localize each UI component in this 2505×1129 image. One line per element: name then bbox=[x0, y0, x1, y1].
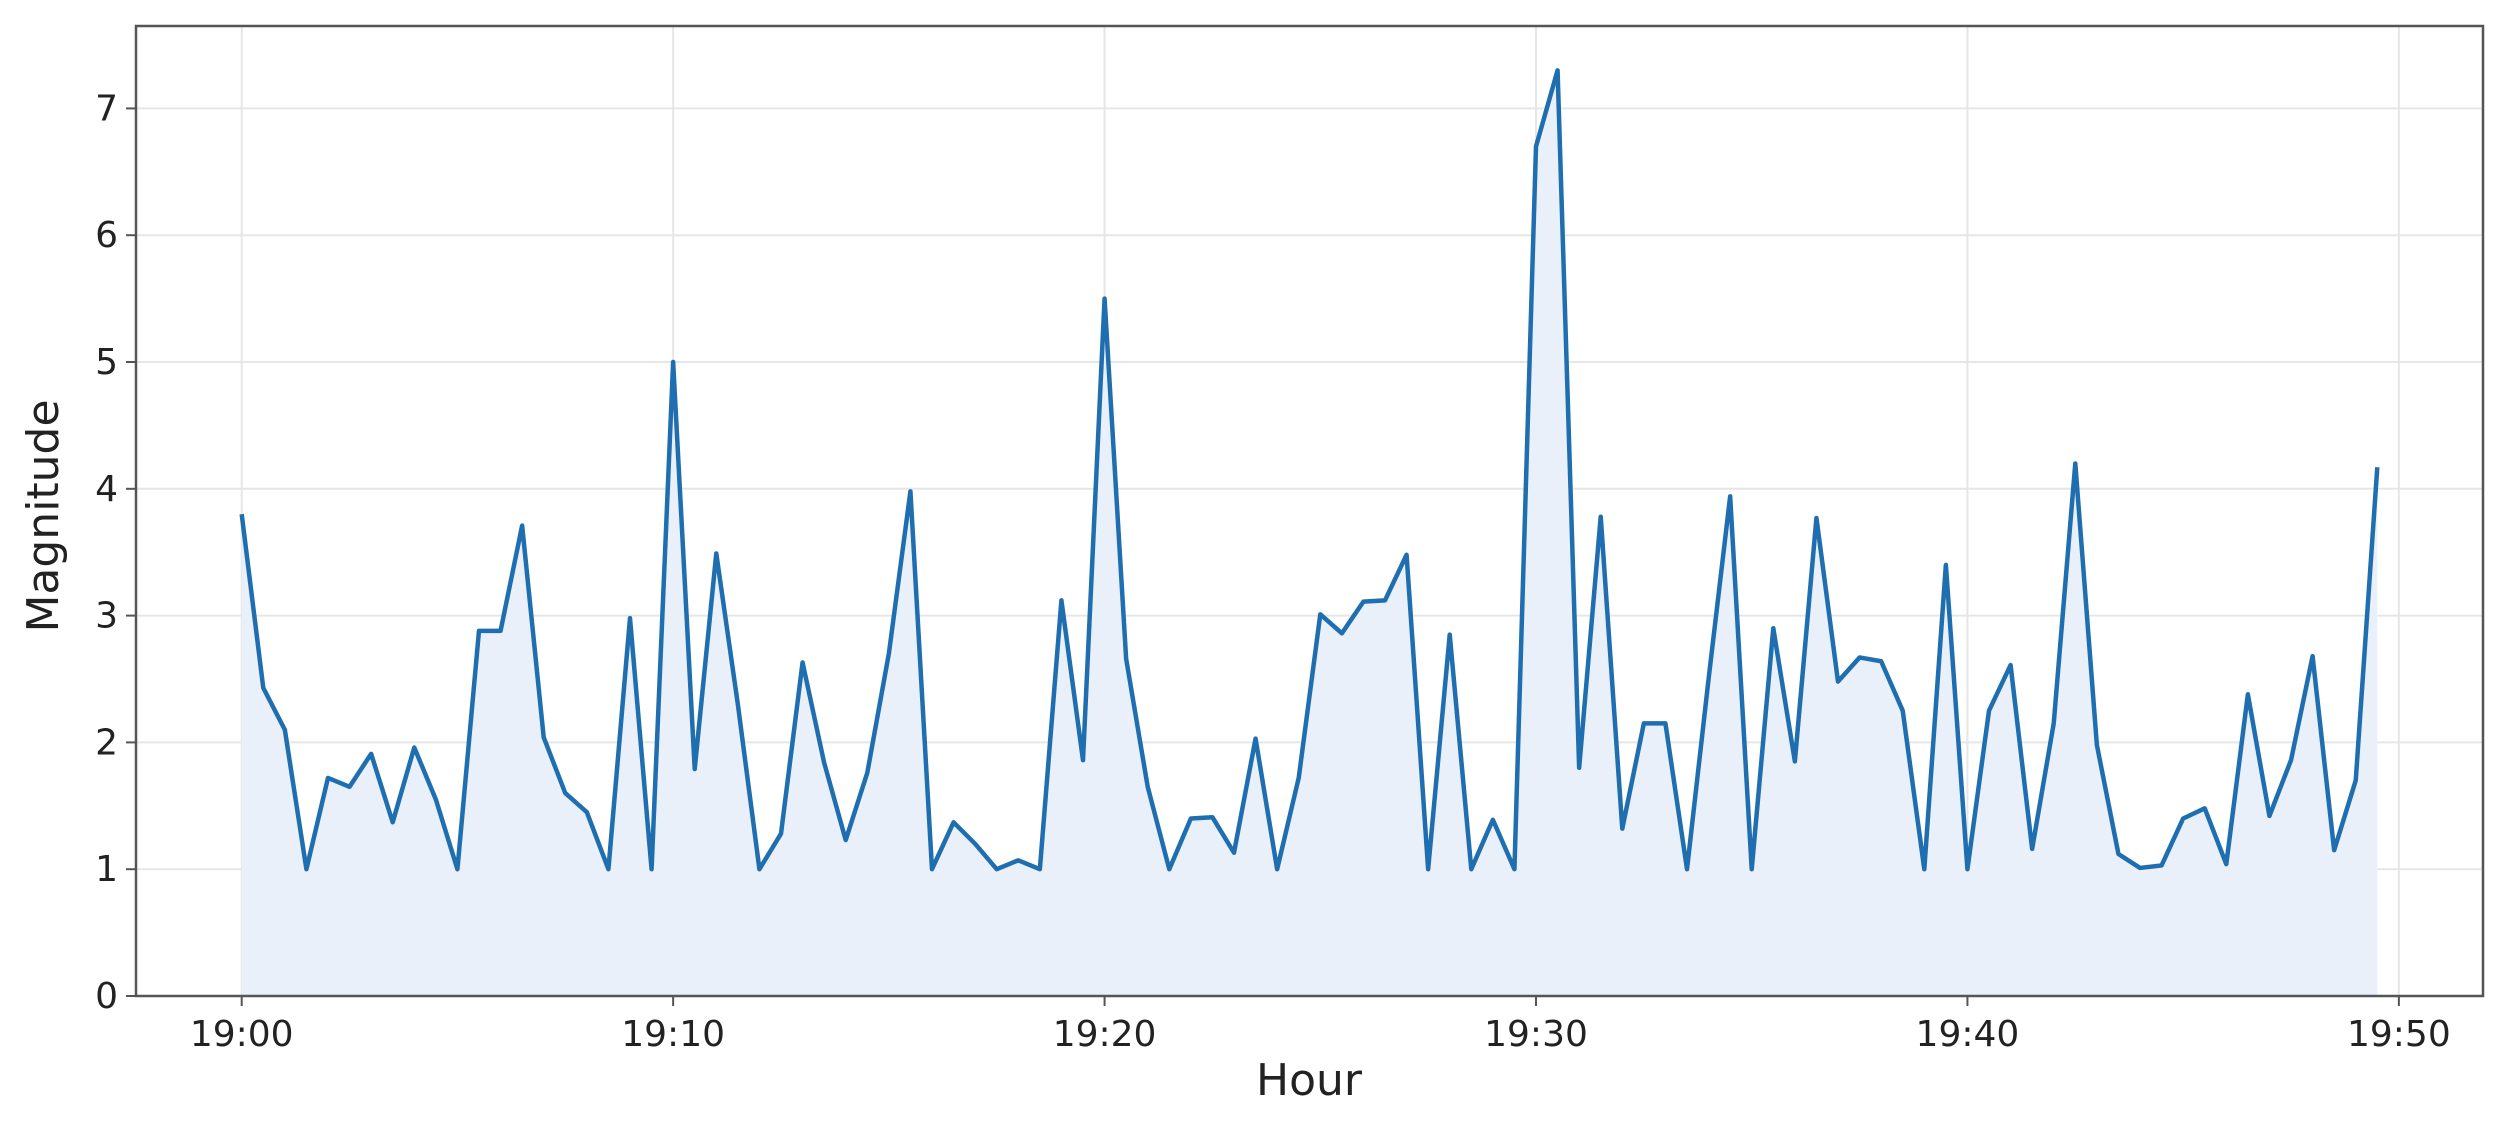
line bbox=[239, 68, 2380, 872]
x-tick-label: 19:20 bbox=[1053, 1014, 1157, 1055]
y-tick-label: 0 bbox=[95, 976, 118, 1017]
area bbox=[241, 70, 2378, 996]
y-tick-label: 6 bbox=[95, 215, 118, 256]
y-tick-label: 2 bbox=[95, 722, 118, 763]
y-tick-label: 5 bbox=[95, 342, 118, 383]
y-axis-label: Magnitude bbox=[18, 399, 69, 632]
x-tick-label: 19:30 bbox=[1484, 1014, 1588, 1055]
y-tick-label: 1 bbox=[95, 849, 118, 890]
x-tick-label: 19:00 bbox=[190, 1014, 294, 1055]
x-tick-label: 19:50 bbox=[2347, 1014, 2451, 1055]
y-tick-label: 7 bbox=[95, 88, 118, 129]
x-tick-label: 19:10 bbox=[621, 1014, 725, 1055]
y-tick-label: 4 bbox=[95, 469, 118, 510]
x-tick-label: 19:40 bbox=[1916, 1014, 2020, 1055]
plot-frame bbox=[134, 24, 2485, 998]
x-axis-label: Hour bbox=[1256, 1055, 1363, 1106]
y-tick-label: 3 bbox=[95, 596, 118, 637]
